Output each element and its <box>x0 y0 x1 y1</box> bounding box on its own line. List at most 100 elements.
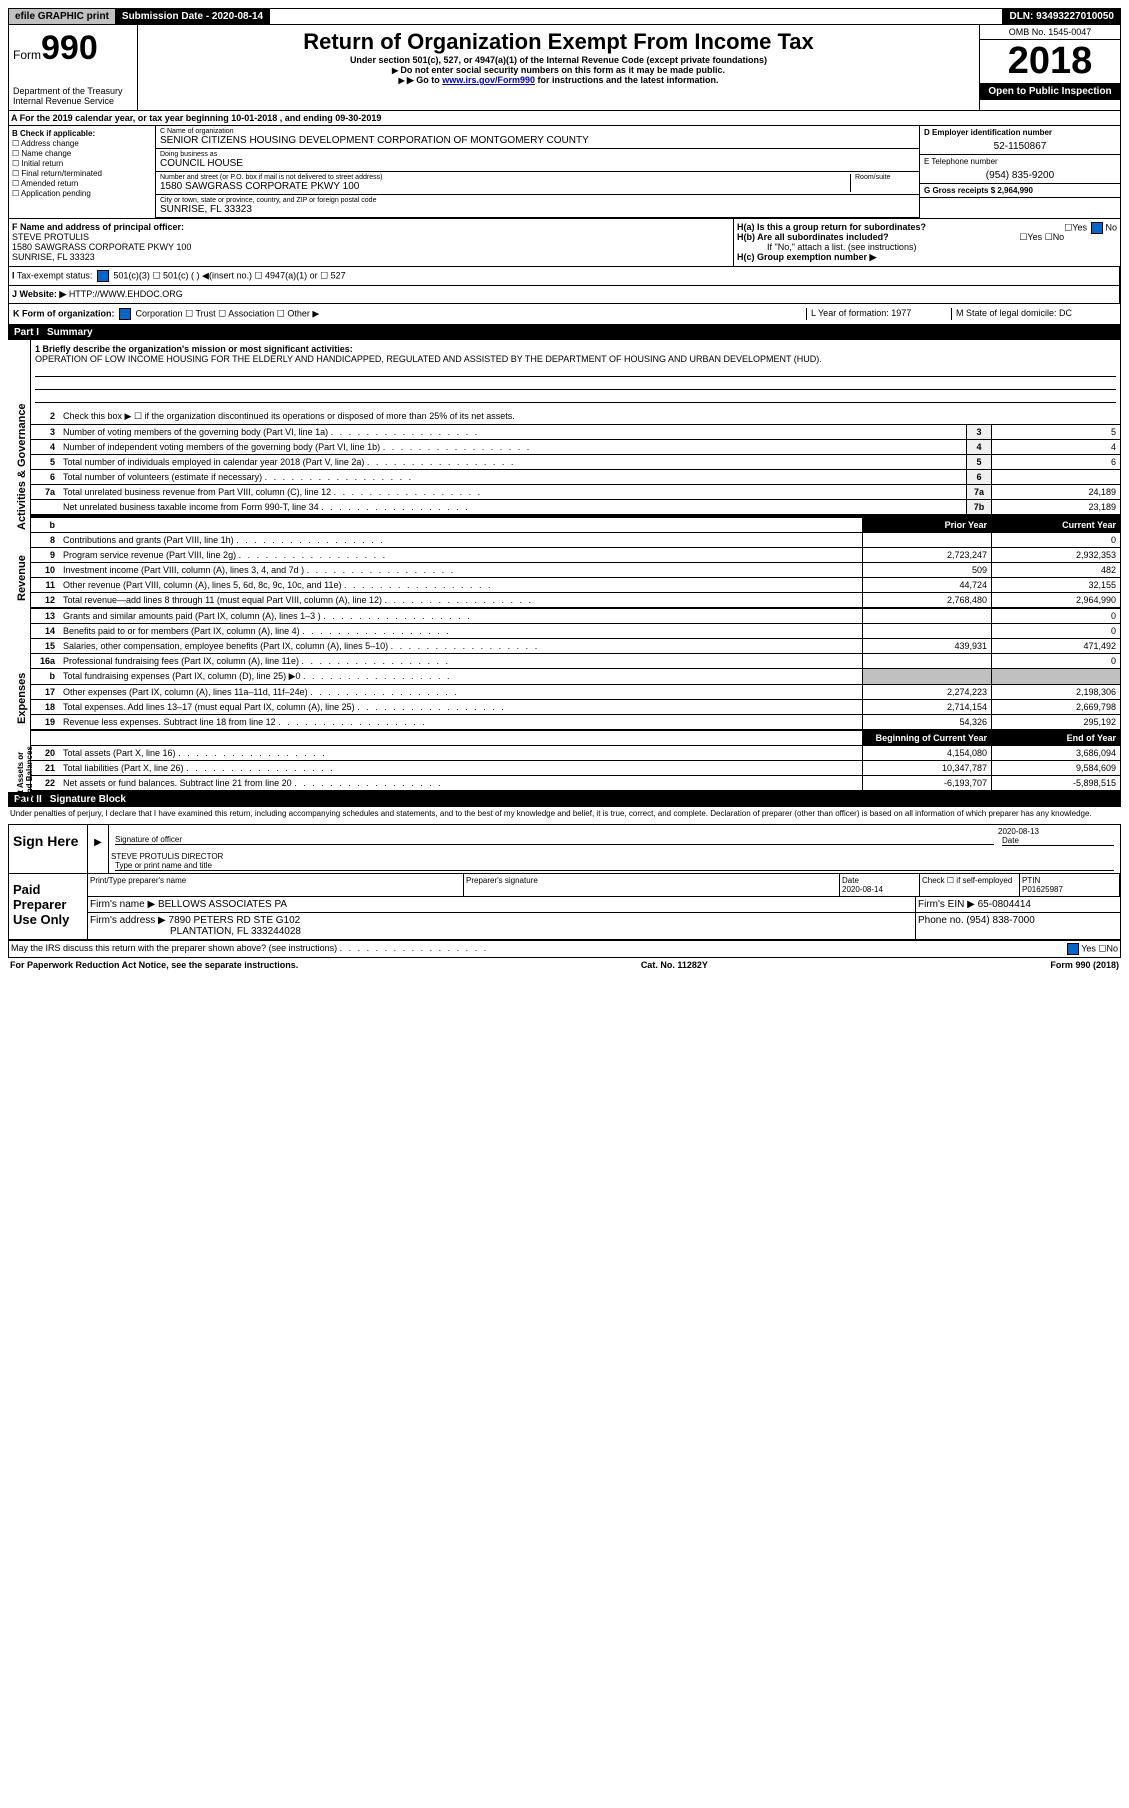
prep-h3: Date2020-08-14 <box>840 874 920 897</box>
line-13: 13Grants and similar amounts paid (Part … <box>31 609 1120 624</box>
tax-period: A For the 2019 calendar year, or tax yea… <box>8 111 1121 126</box>
line-10: 10Investment income (Part VIII, column (… <box>31 563 1120 578</box>
cb-initial-return[interactable]: ☐ Initial return <box>12 159 152 168</box>
section-b: B Check if applicable: ☐ Address change … <box>9 126 156 218</box>
website-row: J Website: ▶ HTTP://WWW.EHDOC.ORG <box>8 286 1121 304</box>
form-header: Form990 Department of the Treasury Inter… <box>8 25 1121 111</box>
section-k: K Form of organization: Corporation ☐ Tr… <box>13 308 806 320</box>
section-d: D Employer identification number 52-1150… <box>920 126 1120 218</box>
page-footer: For Paperwork Reduction Act Notice, see … <box>8 958 1121 972</box>
line-8: 8Contributions and grants (Part VIII, li… <box>31 533 1120 548</box>
city-value: SUNRISE, FL 33323 <box>160 204 915 215</box>
line-14: 14Benefits paid to or for members (Part … <box>31 624 1120 639</box>
officer-typed-name: STEVE PROTULIS DIRECTOR <box>111 852 1118 861</box>
revenue-section: Revenue b Prior Year Current Year 8Contr… <box>8 516 1121 609</box>
dept-label: Department of the Treasury Internal Reve… <box>13 86 133 106</box>
cb-final-return[interactable]: ☐ Final return/terminated <box>12 169 152 178</box>
tax-status-row: I Tax-exempt status: 501(c)(3) ☐ 501(c) … <box>8 267 1121 286</box>
subtitle-2: Do not enter social security numbers on … <box>142 65 975 75</box>
addr-row: Number and street (or P.O. box if mail i… <box>156 172 919 195</box>
governance-section: Activities & Governance 1 Briefly descri… <box>8 340 1121 516</box>
line-2: 2Check this box ▶ ☐ if the organization … <box>31 409 1120 425</box>
website-value: HTTP://WWW.EHDOC.ORG <box>69 289 183 299</box>
part-1-header: Part I Summary <box>8 325 1121 340</box>
part-1-num: Part I <box>14 327 39 338</box>
h-b: H(b) Are all subordinates included? ☐Yes… <box>737 232 1117 242</box>
rule-line <box>35 392 1116 403</box>
cb-address-change[interactable]: ☐ Address change <box>12 139 152 148</box>
rule-line <box>35 379 1116 390</box>
cb-name-change[interactable]: ☐ Name change <box>12 149 152 158</box>
title-box: Return of Organization Exempt From Incom… <box>138 25 979 110</box>
open-public: Open to Public Inspection <box>980 83 1120 100</box>
col-header-row: b Prior Year Current Year <box>31 516 1120 533</box>
corp-checkbox-icon[interactable] <box>119 308 131 320</box>
h-c: H(c) Group exemption number ▶ <box>737 252 1117 263</box>
firm-name-row: Firm's name ▶ BELLOWS ASSOCIATES PA Firm… <box>88 897 1120 913</box>
sig-officer-line[interactable]: Signature of officer <box>115 835 994 845</box>
org-name: SENIOR CITIZENS HOUSING DEVELOPMENT CORP… <box>160 135 915 146</box>
cb-pending[interactable]: ☐ Application pending <box>12 189 152 198</box>
gov-side-label: Activities & Governance <box>16 350 28 530</box>
line-19: 19Revenue less expenses. Subtract line 1… <box>31 715 1120 730</box>
addr-value: 1580 SAWGRASS CORPORATE PKWY 100 <box>160 181 850 192</box>
section-c: C Name of organization SENIOR CITIZENS H… <box>156 126 920 218</box>
footer-mid: Cat. No. 11282Y <box>641 960 708 970</box>
yes-checkbox-icon[interactable] <box>1067 943 1079 955</box>
officer-group-row: F Name and address of principal officer:… <box>8 219 1121 267</box>
main-title: Return of Organization Exempt From Incom… <box>142 29 975 55</box>
discuss-yes-no[interactable]: Yes ☐No <box>1065 943 1118 955</box>
section-h: H(a) Is this a group return for subordin… <box>734 219 1120 266</box>
prep-h4[interactable]: Check ☐ if self-employed <box>920 874 1020 897</box>
org-name-label: C Name of organization <box>160 128 915 135</box>
phone-row: E Telephone number (954) 835-9200 <box>920 155 1120 184</box>
discuss-row: May the IRS discuss this return with the… <box>8 941 1121 958</box>
cb-amended[interactable]: ☐ Amended return <box>12 179 152 188</box>
line-21: 21Total liabilities (Part X, line 26) 10… <box>31 761 1120 776</box>
prep-content: Print/Type preparer's name Preparer's si… <box>88 874 1120 939</box>
officer-label: F Name and address of principal officer: <box>12 222 730 232</box>
officer-name: STEVE PROTULIS <box>12 232 730 242</box>
tax-year: 2018 <box>980 40 1120 83</box>
firm-addr-row: Firm's address ▶ 7890 PETERS RD STE G102… <box>88 913 1120 939</box>
line-3: 3Number of voting members of the governi… <box>31 425 1120 440</box>
501c3-checkbox-icon[interactable] <box>97 270 109 282</box>
line-12: 12Total revenue—add lines 8 through 11 (… <box>31 593 1120 608</box>
form-990-number: 990 <box>41 29 98 67</box>
city-row: City or town, state or province, country… <box>156 195 919 218</box>
signature-block: Sign Here ▶ Signature of officer 2020-08… <box>8 824 1121 941</box>
mission-block: 1 Briefly describe the organization's mi… <box>31 340 1120 409</box>
section-b-heading: B Check if applicable: <box>12 129 152 138</box>
part-2-header: Part II Signature Block <box>8 792 1121 807</box>
sig-date-label: Date <box>1002 836 1114 846</box>
line-20: 20Total assets (Part X, line 16) 4,154,0… <box>31 746 1120 761</box>
no-checkbox-icon[interactable] <box>1091 222 1103 234</box>
sig-date-val: 2020-08-13 <box>998 827 1118 836</box>
line-7a: 7aTotal unrelated business revenue from … <box>31 485 1120 500</box>
room-suite: Room/suite <box>850 174 915 192</box>
line-22: 22Net assets or fund balances. Subtract … <box>31 776 1120 791</box>
phone-value: (954) 835-9200 <box>924 170 1116 181</box>
line-18: 18Total expenses. Add lines 13–17 (must … <box>31 700 1120 715</box>
begin-year-header: Beginning of Current Year <box>862 731 991 745</box>
part-1-title: Summary <box>47 327 93 338</box>
footer-right: Form 990 (2018) <box>1050 960 1119 970</box>
line-16a: 16aProfessional fundraising fees (Part I… <box>31 654 1120 669</box>
h-b-note: If "No," attach a list. (see instruction… <box>737 242 1117 252</box>
section-j: J Website: ▶ HTTP://WWW.EHDOC.ORG <box>9 286 1120 303</box>
line-4: 4Number of independent voting members of… <box>31 440 1120 455</box>
form-prefix: Form <box>13 48 41 62</box>
officer-addr: 1580 SAWGRASS CORPORATE PKWY 100 <box>12 242 730 252</box>
rev-side-label: Revenue <box>16 521 28 601</box>
type-name-label: Type or print name and title <box>115 861 1114 871</box>
expenses-section: Expenses 13Grants and similar amounts pa… <box>8 609 1121 731</box>
line-15: 15Salaries, other compensation, employee… <box>31 639 1120 654</box>
line-b: bTotal fundraising expenses (Part IX, co… <box>31 669 1120 685</box>
irs-link[interactable]: www.irs.gov/Form990 <box>442 75 535 85</box>
top-bar: efile GRAPHIC print Submission Date - 20… <box>8 8 1121 25</box>
year-box: OMB No. 1545-0047 2018 Open to Public In… <box>979 25 1120 110</box>
h-a: H(a) Is this a group return for subordin… <box>737 222 1117 232</box>
rule-line <box>35 366 1116 377</box>
efile-label[interactable]: efile GRAPHIC print <box>9 9 116 24</box>
section-m: M State of legal domicile: DC <box>951 308 1116 320</box>
